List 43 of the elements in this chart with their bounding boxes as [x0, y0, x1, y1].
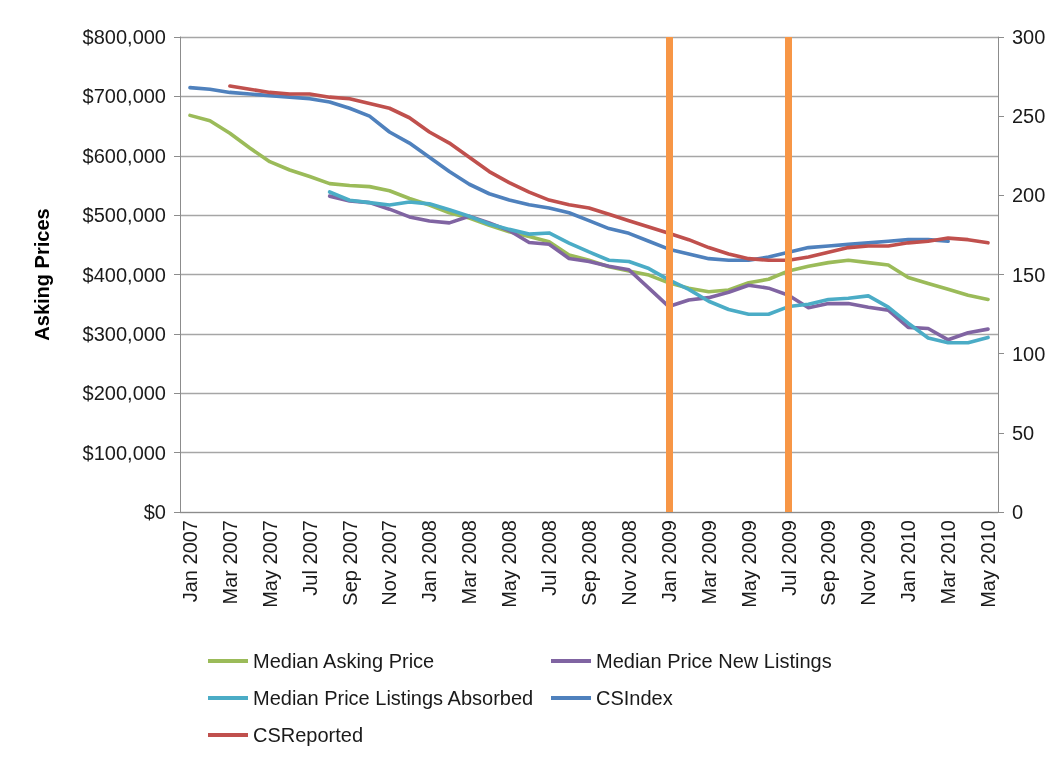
x-tick-label: Jul 2007 — [298, 520, 321, 596]
legend-label: Median Price Listings Absorbed — [253, 687, 534, 709]
x-tick-label: Mar 2009 — [697, 520, 720, 605]
x-tick-label: May 2010 — [977, 520, 1000, 608]
y-tick-label: $800,000 — [82, 26, 166, 48]
y-tick-label: $700,000 — [82, 85, 166, 108]
y2-tick-label: 300 — [1012, 26, 1046, 48]
x-tick-label: Jan 2009 — [657, 520, 680, 603]
x-tick-label: Nov 2009 — [857, 520, 880, 606]
x-tick-label: Jan 2010 — [897, 520, 920, 603]
x-tick-label: Jul 2008 — [538, 520, 561, 596]
x-tick-label: Sep 2007 — [338, 520, 361, 606]
y-tick-label: $200,000 — [82, 382, 166, 405]
y-axis-title: Asking Prices — [31, 208, 53, 341]
legend-label: Median Asking Price — [253, 650, 435, 672]
y2-tick-label: 50 — [1012, 421, 1035, 444]
x-tick-label: Nov 2008 — [617, 520, 640, 606]
x-tick-label: Jan 2008 — [418, 520, 441, 603]
x-tick-label: Sep 2008 — [578, 520, 600, 606]
legend-label: CSIndex — [596, 687, 673, 709]
y2-tick-label: 250 — [1012, 105, 1046, 128]
y-tick-label: $0 — [143, 501, 166, 523]
y-tick-label: $100,000 — [82, 441, 166, 464]
legend-label: Median Price New Listings — [596, 650, 832, 672]
x-tick-label: Mar 2010 — [937, 520, 960, 605]
y-tick-label: $500,000 — [82, 204, 166, 227]
x-tick-label: May 2007 — [258, 520, 281, 608]
x-tick-label: Sep 2009 — [817, 520, 840, 606]
x-tick-label: Mar 2008 — [458, 520, 481, 605]
y-tick-label: $400,000 — [82, 263, 166, 286]
y-tick-label: $600,000 — [82, 144, 166, 167]
legend-label: CSReported — [253, 724, 364, 746]
x-tick-label: May 2008 — [498, 520, 521, 608]
x-tick-label: Mar 2007 — [218, 520, 241, 605]
y2-tick-label: 200 — [1012, 184, 1046, 207]
y2-tick-label: 150 — [1012, 263, 1046, 286]
x-tick-label: May 2009 — [737, 520, 760, 608]
x-tick-label: Nov 2007 — [378, 520, 401, 606]
x-tick-label: Jan 2007 — [178, 520, 201, 603]
y2-tick-label: 100 — [1012, 342, 1046, 365]
x-tick-label: Jul 2009 — [777, 520, 800, 596]
y-tick-label: $300,000 — [82, 322, 166, 345]
y2-tick-label: 0 — [1012, 501, 1024, 523]
